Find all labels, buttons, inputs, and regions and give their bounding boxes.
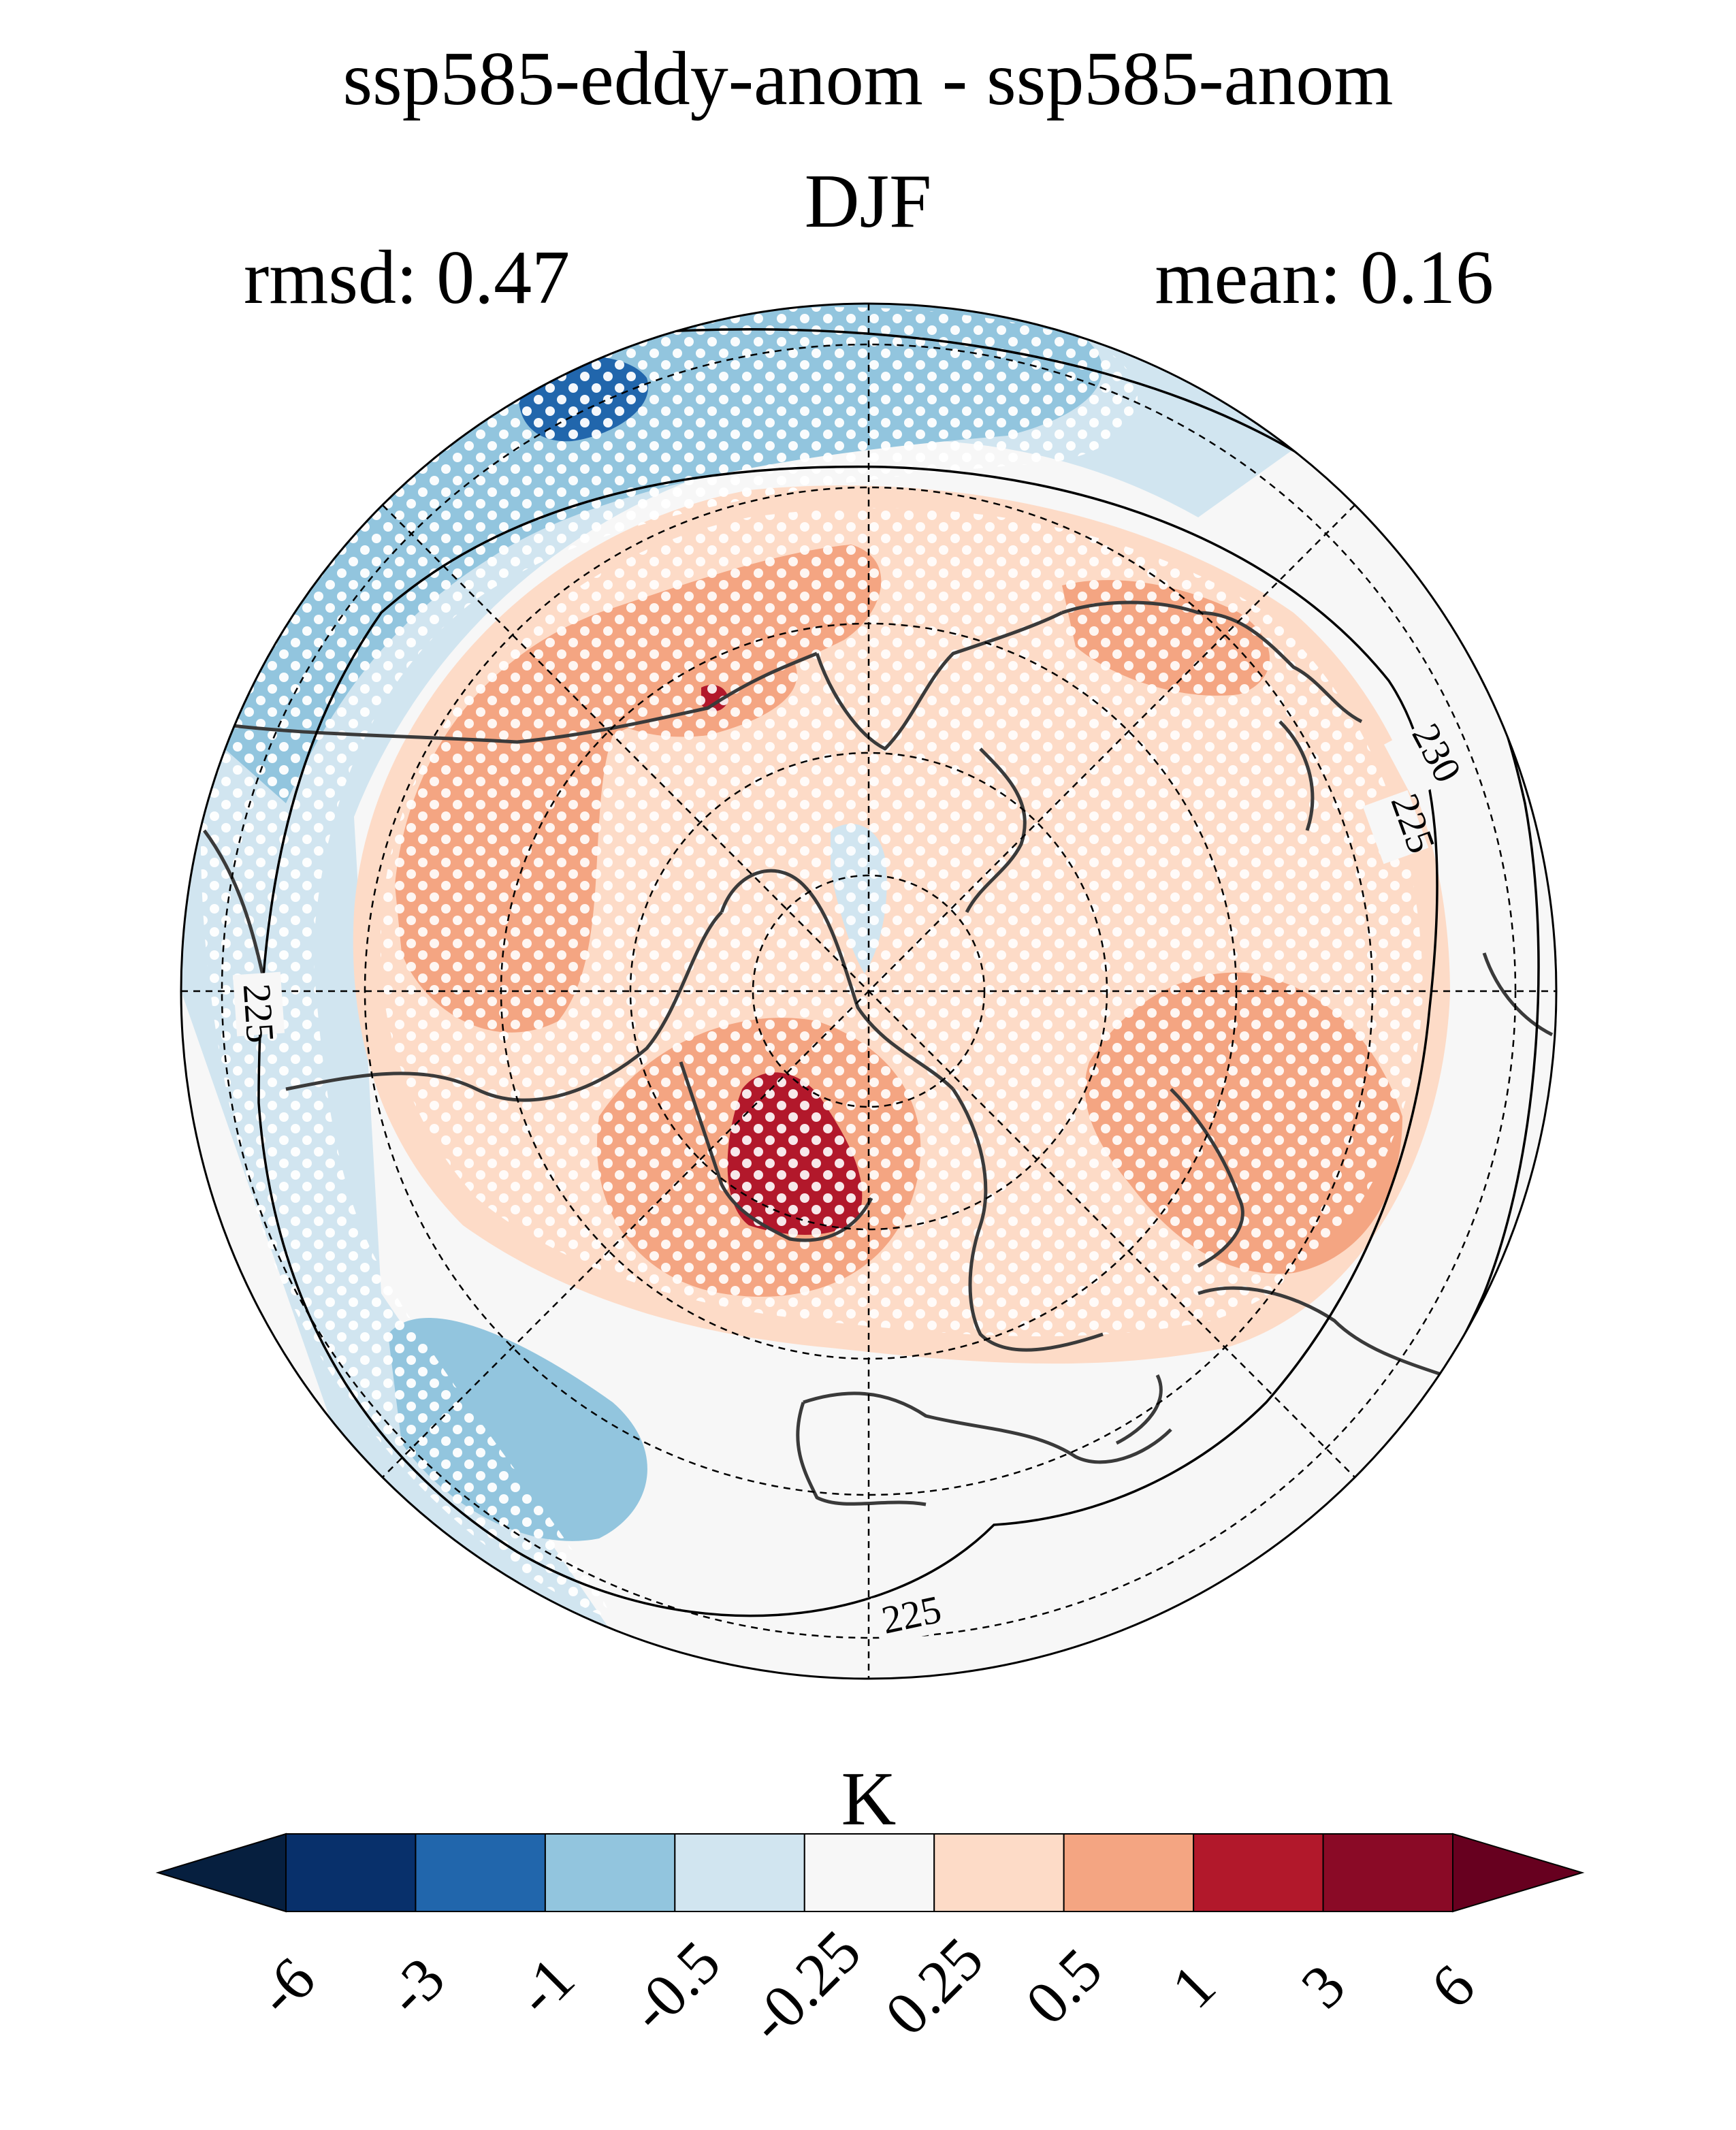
significance-stippling-center bbox=[380, 508, 1423, 1337]
colorbar-tick-label: 6 bbox=[1418, 1952, 1488, 2021]
colorbar-segment bbox=[415, 1833, 546, 1912]
colorbar-unit-label: K bbox=[841, 1757, 897, 1841]
colorbar-tick-label: 0.25 bbox=[873, 1925, 996, 2048]
anomaly-light-blue-band bbox=[181, 304, 1293, 1634]
map-boundary bbox=[180, 302, 1558, 1680]
colorbar-extend-low bbox=[155, 1833, 287, 1913]
colorbar-tick-label: 1 bbox=[1159, 1952, 1229, 2021]
graticule bbox=[181, 304, 1556, 1679]
colorbar-segment bbox=[285, 1833, 417, 1912]
colorbar-tick-label: -0.25 bbox=[736, 1918, 874, 2056]
colorbar-tick-label: -1 bbox=[504, 1945, 588, 2029]
contour-label-225-west: 225 bbox=[235, 982, 283, 1044]
colorbar-tick-label: 0.5 bbox=[1013, 1936, 1115, 2038]
colorbar-extend-high bbox=[1452, 1833, 1585, 1913]
colorbar-segment bbox=[1193, 1833, 1324, 1912]
colorbar-tick-label: -0.5 bbox=[617, 1929, 733, 2045]
mean-stat: mean: 0.16 bbox=[1155, 236, 1494, 320]
colorbar-segment bbox=[674, 1833, 805, 1912]
colorbar-segment bbox=[1063, 1833, 1195, 1912]
coastlines bbox=[202, 600, 1554, 1506]
significance-stippling bbox=[200, 307, 1138, 1620]
colorbar-segment bbox=[803, 1833, 935, 1912]
colorbar-tick-label: -6 bbox=[244, 1945, 328, 2029]
colorbar-segment bbox=[1322, 1833, 1453, 1912]
rmsd-stat: rmsd: 0.47 bbox=[244, 236, 570, 320]
season-label: DJF bbox=[804, 159, 932, 244]
colorbar-tick-label: 3 bbox=[1289, 1952, 1358, 2021]
figure-title: ssp585-eddy-anom - ssp585-anom bbox=[342, 37, 1394, 121]
colorbar-tick-label: -3 bbox=[374, 1945, 457, 2029]
colorbar-segment bbox=[544, 1833, 676, 1912]
colorbar-segment bbox=[933, 1833, 1065, 1912]
